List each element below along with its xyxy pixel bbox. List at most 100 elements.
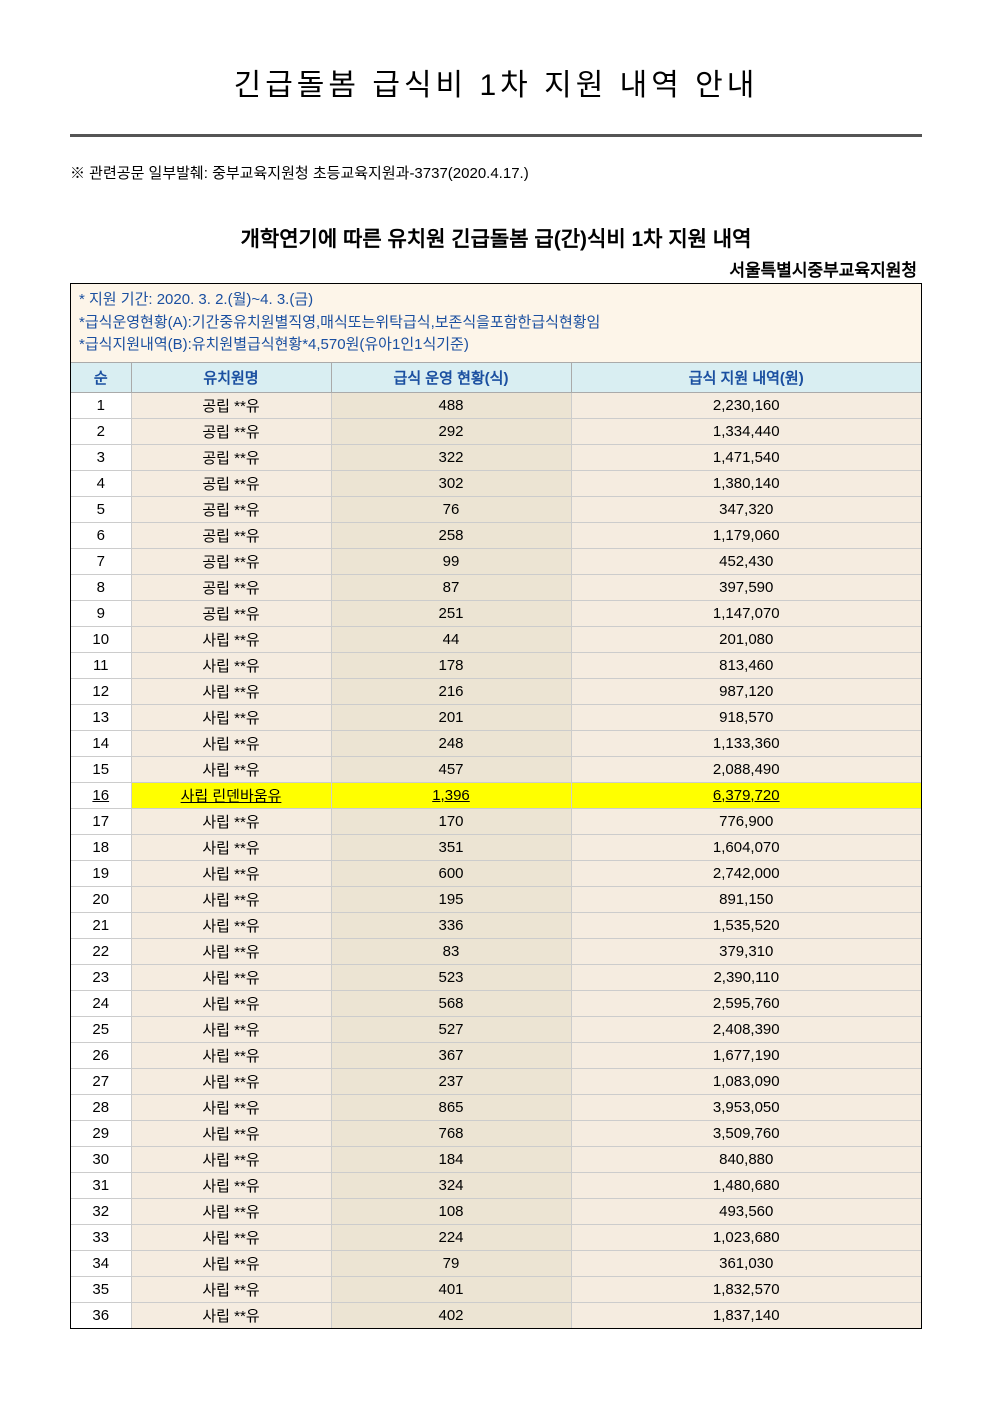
cell-name: 사립 린덴바움유 — [131, 782, 331, 808]
cell-seq: 18 — [71, 834, 131, 860]
col-header-seq: 순 — [71, 363, 131, 393]
cell-seq: 26 — [71, 1042, 131, 1068]
cell-name: 사립 **유 — [131, 1224, 331, 1250]
divider — [70, 134, 922, 137]
table-row: 30사립 **유184840,880 — [71, 1146, 921, 1172]
cell-name: 사립 **유 — [131, 1250, 331, 1276]
cell-name: 사립 **유 — [131, 860, 331, 886]
cell-amount: 361,030 — [571, 1250, 921, 1276]
cell-amount: 2,595,760 — [571, 990, 921, 1016]
cell-amount: 776,900 — [571, 808, 921, 834]
cell-name: 사립 **유 — [131, 652, 331, 678]
cell-amount: 1,083,090 — [571, 1068, 921, 1094]
table-row: 4공립 **유3021,380,140 — [71, 470, 921, 496]
cell-name: 공립 **유 — [131, 522, 331, 548]
table-row: 34사립 **유79361,030 — [71, 1250, 921, 1276]
cell-amount: 918,570 — [571, 704, 921, 730]
table-container: * 지원 기간: 2020. 3. 2.(월)~4. 3.(금) *급식운영현황… — [70, 283, 922, 1329]
cell-meals: 292 — [331, 418, 571, 444]
cell-name: 공립 **유 — [131, 418, 331, 444]
cell-name: 사립 **유 — [131, 1302, 331, 1328]
cell-amount: 493,560 — [571, 1198, 921, 1224]
cell-meals: 600 — [331, 860, 571, 886]
table-row: 31사립 **유3241,480,680 — [71, 1172, 921, 1198]
cell-name: 사립 **유 — [131, 1276, 331, 1302]
cell-seq: 27 — [71, 1068, 131, 1094]
cell-amount: 840,880 — [571, 1146, 921, 1172]
cell-name: 공립 **유 — [131, 470, 331, 496]
cell-meals: 351 — [331, 834, 571, 860]
cell-meals: 76 — [331, 496, 571, 522]
cell-seq: 8 — [71, 574, 131, 600]
table-row: 8공립 **유87397,590 — [71, 574, 921, 600]
table-row: 18사립 **유3511,604,070 — [71, 834, 921, 860]
cell-amount: 1,380,140 — [571, 470, 921, 496]
cell-name: 사립 **유 — [131, 1016, 331, 1042]
cell-name: 사립 **유 — [131, 938, 331, 964]
table-row: 15사립 **유4572,088,490 — [71, 756, 921, 782]
cell-seq: 29 — [71, 1120, 131, 1146]
cell-name: 공립 **유 — [131, 600, 331, 626]
table-row: 14사립 **유2481,133,360 — [71, 730, 921, 756]
table-row: 27사립 **유2371,083,090 — [71, 1068, 921, 1094]
cell-meals: 401 — [331, 1276, 571, 1302]
cell-amount: 1,023,680 — [571, 1224, 921, 1250]
cell-meals: 367 — [331, 1042, 571, 1068]
table-row: 12사립 **유216987,120 — [71, 678, 921, 704]
table-row: 6공립 **유2581,179,060 — [71, 522, 921, 548]
cell-amount: 891,150 — [571, 886, 921, 912]
cell-seq: 22 — [71, 938, 131, 964]
cell-seq: 32 — [71, 1198, 131, 1224]
cell-meals: 224 — [331, 1224, 571, 1250]
cell-seq: 19 — [71, 860, 131, 886]
cell-amount: 2,230,160 — [571, 392, 921, 418]
cell-seq: 10 — [71, 626, 131, 652]
cell-meals: 99 — [331, 548, 571, 574]
cell-seq: 20 — [71, 886, 131, 912]
table-row: 13사립 **유201918,570 — [71, 704, 921, 730]
cell-amount: 1,604,070 — [571, 834, 921, 860]
table-notes: * 지원 기간: 2020. 3. 2.(월)~4. 3.(금) *급식운영현황… — [71, 284, 921, 363]
cell-amount: 1,179,060 — [571, 522, 921, 548]
cell-name: 사립 **유 — [131, 704, 331, 730]
cell-seq: 6 — [71, 522, 131, 548]
cell-meals: 237 — [331, 1068, 571, 1094]
cell-name: 사립 **유 — [131, 808, 331, 834]
cell-seq: 23 — [71, 964, 131, 990]
cell-name: 사립 **유 — [131, 1172, 331, 1198]
cell-meals: 108 — [331, 1198, 571, 1224]
cell-seq: 17 — [71, 808, 131, 834]
cell-amount: 3,953,050 — [571, 1094, 921, 1120]
cell-meals: 87 — [331, 574, 571, 600]
cell-seq: 13 — [71, 704, 131, 730]
cell-seq: 12 — [71, 678, 131, 704]
cell-name: 사립 **유 — [131, 678, 331, 704]
cell-seq: 34 — [71, 1250, 131, 1276]
cell-meals: 336 — [331, 912, 571, 938]
cell-meals: 258 — [331, 522, 571, 548]
cell-meals: 527 — [331, 1016, 571, 1042]
cell-seq: 21 — [71, 912, 131, 938]
cell-seq: 35 — [71, 1276, 131, 1302]
table-row: 3공립 **유3221,471,540 — [71, 444, 921, 470]
table-row: 22사립 **유83379,310 — [71, 938, 921, 964]
table-row: 11사립 **유178813,460 — [71, 652, 921, 678]
table-row: 35사립 **유4011,832,570 — [71, 1276, 921, 1302]
cell-seq: 15 — [71, 756, 131, 782]
reference-text: ※ 관련공문 일부발췌: 중부교육지원청 초등교육지원과-3737(2020.4… — [70, 162, 922, 183]
cell-amount: 1,535,520 — [571, 912, 921, 938]
table-row: 23사립 **유5232,390,110 — [71, 964, 921, 990]
col-header-amount: 급식 지원 내역(원) — [571, 363, 921, 393]
table-header-row: 순 유치원명 급식 운영 현황(식) 급식 지원 내역(원) — [71, 363, 921, 393]
note-line: *급식운영현황(A):기간중유치원별직영,매식또는위탁급식,보존식을포함한급식현… — [79, 312, 913, 335]
cell-name: 사립 **유 — [131, 1042, 331, 1068]
cell-meals: 216 — [331, 678, 571, 704]
cell-amount: 1,677,190 — [571, 1042, 921, 1068]
cell-amount: 201,080 — [571, 626, 921, 652]
table-row: 33사립 **유2241,023,680 — [71, 1224, 921, 1250]
cell-amount: 2,088,490 — [571, 756, 921, 782]
table-row: 9공립 **유2511,147,070 — [71, 600, 921, 626]
office-name: 서울특별시중부교육지원청 — [70, 256, 922, 281]
table-row: 36사립 **유4021,837,140 — [71, 1302, 921, 1328]
cell-meals: 322 — [331, 444, 571, 470]
